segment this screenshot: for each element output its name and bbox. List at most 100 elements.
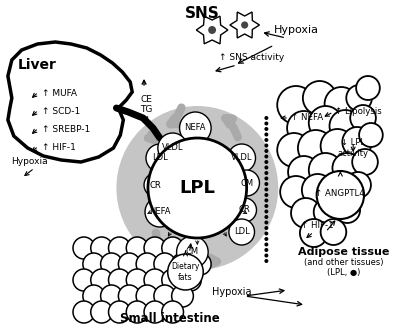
Circle shape (345, 172, 371, 198)
Text: NEFA: NEFA (184, 124, 206, 133)
Text: Liver: Liver (18, 58, 57, 72)
Circle shape (352, 149, 378, 175)
Circle shape (264, 220, 268, 224)
Circle shape (83, 285, 104, 307)
Circle shape (144, 269, 166, 291)
Text: VLDL: VLDL (231, 154, 252, 162)
Circle shape (288, 156, 320, 188)
Text: CE
TG
PL: CE TG PL (140, 95, 152, 125)
Circle shape (264, 198, 268, 202)
Text: LPL: LPL (179, 179, 215, 197)
Circle shape (208, 26, 216, 34)
Text: ↑ HIF-1: ↑ HIF-1 (301, 220, 334, 230)
Circle shape (190, 253, 211, 275)
Circle shape (264, 210, 268, 214)
Circle shape (91, 237, 112, 259)
Polygon shape (230, 12, 260, 38)
Text: ↑ HIF-1: ↑ HIF-1 (42, 142, 76, 152)
Circle shape (145, 197, 175, 227)
Circle shape (126, 237, 148, 259)
Circle shape (264, 232, 268, 236)
Circle shape (168, 254, 203, 290)
Circle shape (300, 219, 328, 247)
Circle shape (264, 188, 268, 192)
Circle shape (314, 198, 341, 226)
Circle shape (264, 154, 268, 158)
Circle shape (108, 301, 130, 323)
Circle shape (172, 285, 193, 307)
Circle shape (101, 285, 122, 307)
Circle shape (264, 204, 268, 208)
Circle shape (309, 106, 342, 140)
Circle shape (73, 269, 95, 291)
Circle shape (73, 301, 95, 323)
Text: ↑ NEFA: ↑ NEFA (291, 113, 323, 122)
Circle shape (321, 129, 354, 163)
Text: CR: CR (239, 206, 250, 215)
Circle shape (264, 176, 268, 180)
Circle shape (264, 149, 268, 153)
Circle shape (91, 269, 112, 291)
Circle shape (118, 253, 140, 275)
Circle shape (146, 144, 174, 172)
Text: Hypoxia: Hypoxia (11, 157, 48, 167)
Circle shape (144, 301, 166, 323)
Circle shape (136, 253, 158, 275)
Circle shape (264, 259, 268, 263)
Circle shape (154, 253, 176, 275)
Circle shape (101, 253, 122, 275)
Circle shape (264, 248, 268, 252)
Text: (LPL, ●): (LPL, ●) (327, 269, 360, 277)
Text: CM: CM (240, 178, 253, 188)
Circle shape (144, 237, 166, 259)
Text: ↑ ANGPTL4: ↑ ANGPTL4 (316, 189, 365, 197)
Circle shape (83, 253, 104, 275)
Circle shape (264, 237, 268, 241)
Circle shape (330, 110, 361, 142)
Circle shape (118, 285, 140, 307)
Circle shape (346, 85, 372, 111)
Text: NEFA: NEFA (149, 208, 170, 216)
Text: VLDL: VLDL (162, 144, 183, 153)
Circle shape (264, 138, 268, 142)
Circle shape (264, 166, 268, 170)
Circle shape (287, 111, 321, 145)
Circle shape (162, 269, 184, 291)
Circle shape (264, 133, 268, 136)
Circle shape (108, 237, 130, 259)
Circle shape (264, 160, 268, 164)
Polygon shape (196, 16, 228, 44)
Circle shape (158, 133, 188, 163)
Circle shape (148, 138, 247, 238)
Circle shape (264, 144, 268, 148)
Circle shape (108, 269, 130, 291)
Circle shape (350, 105, 376, 131)
Text: Dietary
fats: Dietary fats (171, 262, 200, 282)
Circle shape (317, 171, 364, 219)
Circle shape (73, 237, 95, 259)
Text: Hypoxia: Hypoxia (212, 287, 252, 297)
Circle shape (309, 153, 342, 187)
Circle shape (162, 301, 184, 323)
Circle shape (264, 193, 268, 197)
Text: LDL: LDL (234, 228, 250, 236)
Circle shape (298, 130, 334, 166)
Circle shape (162, 237, 184, 259)
Circle shape (321, 219, 346, 245)
Text: LDL: LDL (152, 154, 168, 162)
Circle shape (264, 116, 268, 120)
Circle shape (172, 253, 193, 275)
Circle shape (277, 133, 311, 167)
Circle shape (264, 182, 268, 186)
Text: CR: CR (150, 180, 162, 190)
Circle shape (229, 219, 254, 245)
Circle shape (264, 215, 268, 219)
Circle shape (324, 173, 354, 203)
Circle shape (91, 301, 112, 323)
Circle shape (176, 236, 208, 268)
Circle shape (303, 81, 336, 115)
Circle shape (332, 153, 362, 183)
Circle shape (264, 171, 268, 175)
Circle shape (264, 254, 268, 257)
Text: ↑ SCD-1: ↑ SCD-1 (42, 107, 81, 115)
